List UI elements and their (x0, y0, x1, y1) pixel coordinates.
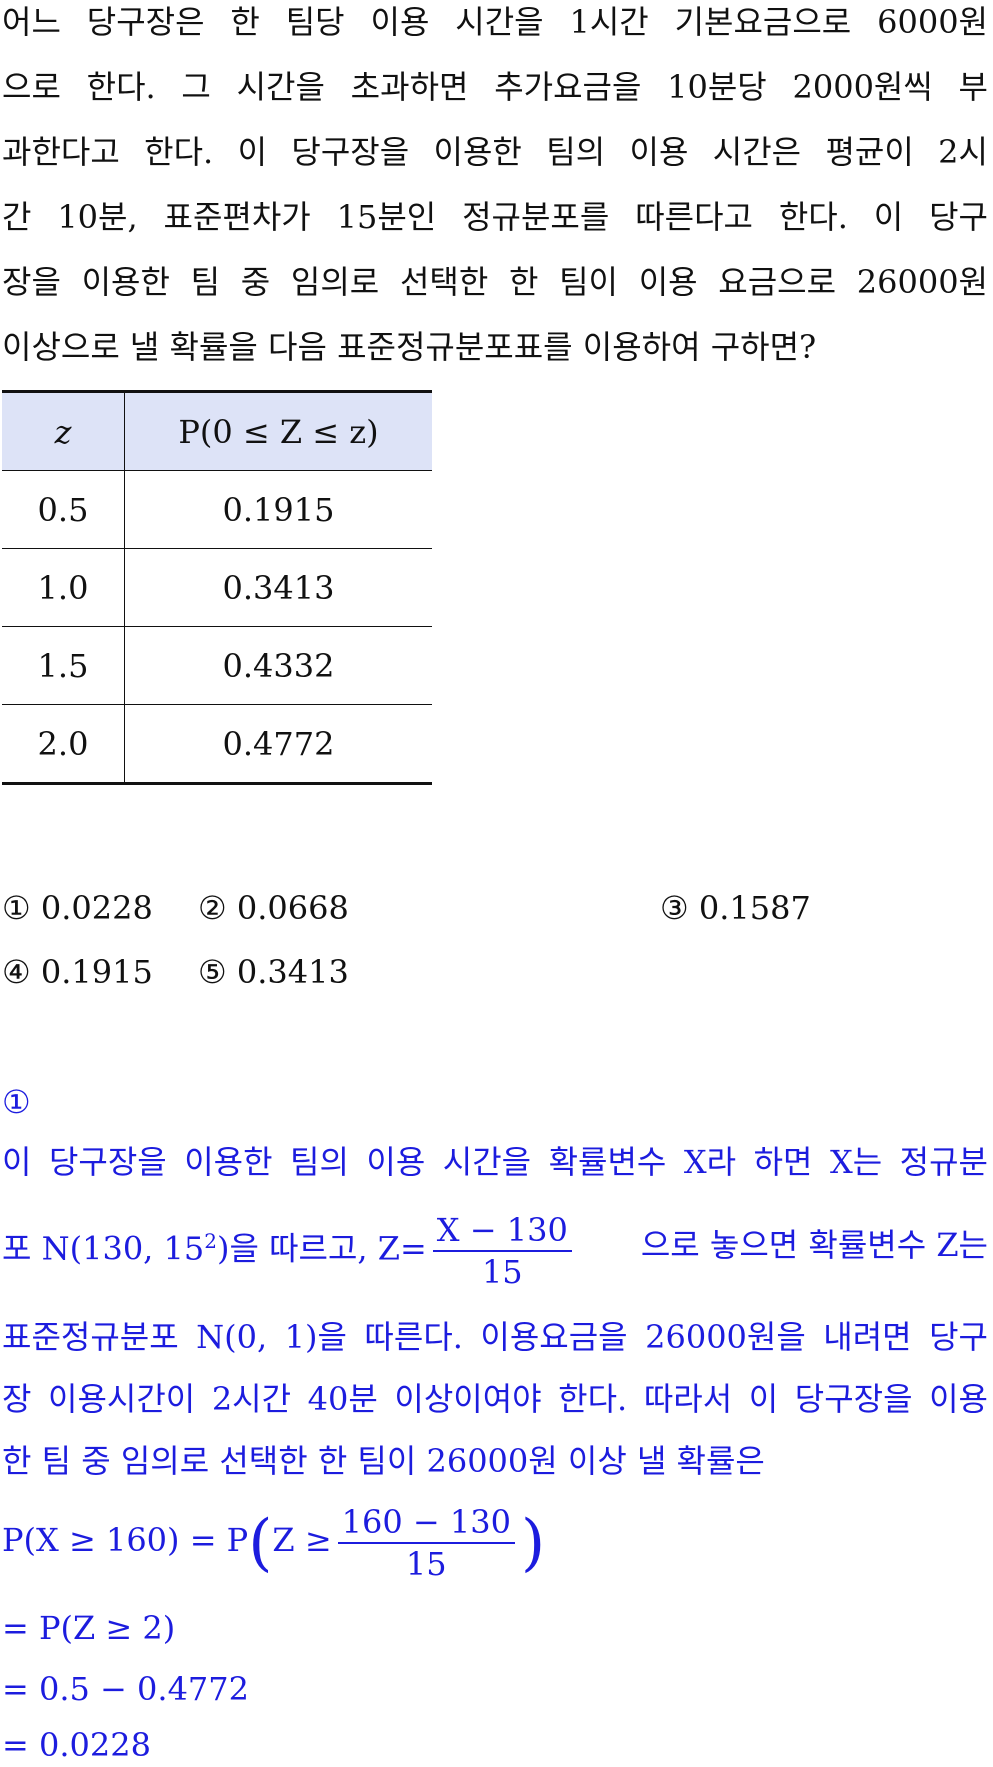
question-line: 간 10분, 표준편차가 15분인 정규분포를 따른다고 한다. 이 당구 (2, 198, 988, 236)
solution-answer: ① (2, 1083, 31, 1121)
solution-line: 포 N(130, 152)을 따르고, Z= X − 130 15 으로 놓으면 확… (2, 1200, 988, 1291)
formula: P(X ≥ 160) = P(Z ≥160 − 130 15) (2, 1495, 545, 1585)
numerator: X − 130 (432, 1210, 572, 1253)
solution-line: 표준정규분포 N(0, 1)을 따른다. 이용요금을 26000원을 내려면 당… (2, 1318, 988, 1356)
table-cell: 2.0 (2, 704, 125, 785)
denominator: 15 (481, 1253, 523, 1292)
paren: ( (248, 1505, 273, 1579)
denominator: 15 (405, 1544, 447, 1583)
choice[interactable]: ③ 0.1587 (660, 889, 811, 927)
choice[interactable]: ⑤ 0.3413 (198, 953, 349, 991)
formula-step: = P(Z ≥ 2) (2, 1609, 176, 1647)
math-text: 포 N(130, 15 (2, 1229, 205, 1268)
exponent: 2 (204, 1229, 217, 1254)
table-row: 1.0 0.3413 (2, 548, 432, 627)
math-text: )을 따르고, Z= (216, 1229, 427, 1268)
solution-line: 이 당구장을 이용한 팀의 이용 시간을 확률변수 X라 하면 X는 정규분 (2, 1143, 988, 1181)
choice[interactable]: ④ 0.1915 (2, 953, 153, 991)
math-text: P(X ≥ 160) = P (2, 1521, 249, 1559)
table-cell: 0.3413 (124, 548, 432, 627)
math-text: 으로 놓으면 확률변수 Z는 (640, 1226, 988, 1264)
table-header: z P(0 ≤ Z ≤ z) (2, 391, 432, 471)
solution-line: 한 팀 중 임의로 선택한 한 팀이 26000원 이상 낼 확률은 (2, 1442, 765, 1480)
table-cell: 0.4772 (124, 704, 432, 785)
question-line: 과한다고 한다. 이 당구장을 이용한 팀의 이용 시간은 평균이 2시 (2, 133, 988, 171)
question-line: 어느 당구장은 한 팀당 이용 시간을 1시간 기본요금으로 6000원 (2, 3, 988, 41)
header-cell: P(0 ≤ Z ≤ z) (124, 391, 432, 471)
solution-line: 장 이용시간이 2시간 40분 이상이여야 한다. 따라서 이 당구장을 이용 (2, 1380, 988, 1418)
formula-step: = 0.0228 (2, 1726, 151, 1764)
table-cell: 1.0 (2, 548, 125, 627)
table-cell: 1.5 (2, 626, 125, 705)
fraction: 160 − 130 15 (337, 1502, 515, 1584)
math-text: 포 N(130, 152)을 따르고, Z= X − 130 15 (2, 1196, 578, 1294)
table-cell: 0.4332 (124, 626, 432, 705)
choice[interactable]: ② 0.0668 (198, 889, 349, 927)
choice[interactable]: ① 0.0228 (2, 889, 153, 927)
z-table: z P(0 ≤ Z ≤ z) 0.5 0.1915 1.0 0.3413 1.5 0.43… (2, 390, 432, 785)
table-row: 2.0 0.4772 (2, 704, 432, 785)
fraction: X − 130 15 (432, 1210, 572, 1292)
question-line: 으로 한다. 그 시간을 초과하면 추가요금을 10분당 2000원씩 부 (2, 68, 988, 106)
paren: ) (520, 1505, 546, 1579)
question-line: 이상으로 낼 확률을 다음 표준정규분포표를 이용하여 구하면? (2, 328, 817, 366)
table-cell: 0.5 (2, 470, 125, 549)
header-cell: z (2, 391, 125, 471)
table-body: 0.5 0.1915 1.0 0.3413 1.5 0.4332 2.0 0.4772 (2, 470, 432, 785)
table-cell: 0.1915 (124, 470, 432, 549)
math-text: Z ≥ (272, 1521, 332, 1559)
numerator: 160 − 130 (337, 1502, 515, 1544)
table-row: 0.5 0.1915 (2, 470, 432, 549)
question-line: 장을 이용한 팀 중 임의로 선택한 한 팀이 이용 요금으로 26000원 (2, 263, 988, 301)
formula-step: = 0.5 − 0.4772 (2, 1670, 249, 1708)
table-row: 1.5 0.4332 (2, 626, 432, 705)
header-text: z (54, 412, 72, 451)
